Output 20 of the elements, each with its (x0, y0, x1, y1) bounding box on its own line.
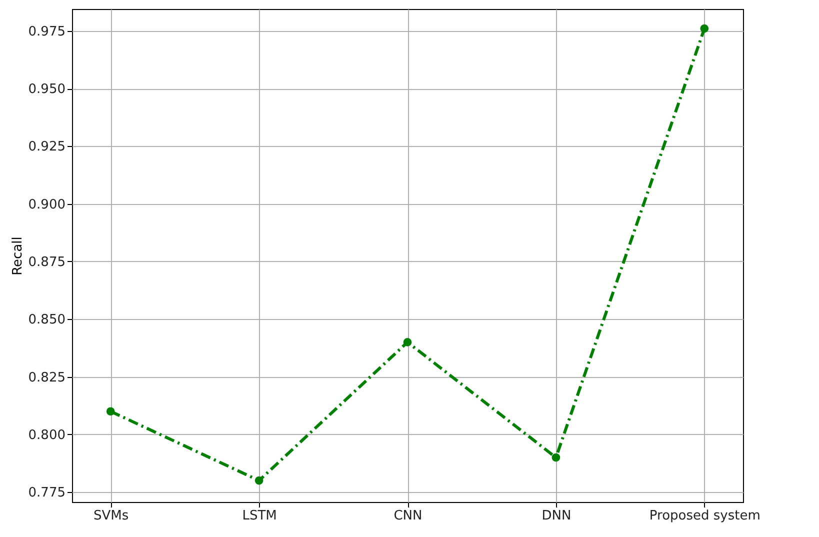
x-tick-label: CNN (394, 508, 422, 524)
point (254, 476, 264, 485)
y-tick-label: 0.900 (28, 197, 66, 212)
y-tick-label: 0.850 (28, 312, 66, 328)
point (106, 407, 115, 416)
y-tick-label: 0.825 (28, 370, 66, 386)
x-tick-label: LSTM (242, 508, 277, 524)
point (700, 24, 709, 33)
x-tick-label: DNN (542, 508, 572, 524)
y-axis-title: Recall (10, 236, 26, 276)
point (403, 338, 412, 346)
y-tick-label: 0.800 (28, 428, 66, 443)
y-tick-label: 0.925 (28, 140, 66, 155)
y-tick-label: 0.875 (28, 254, 66, 270)
x-tick-label: Proposed system (649, 508, 760, 524)
y-tick-label: 0.975 (28, 24, 66, 40)
x-tick-label: SVMs (94, 508, 129, 524)
point (552, 453, 560, 462)
y-tick-label: 0.775 (28, 486, 66, 501)
y-tick-label: 0.950 (28, 82, 66, 98)
